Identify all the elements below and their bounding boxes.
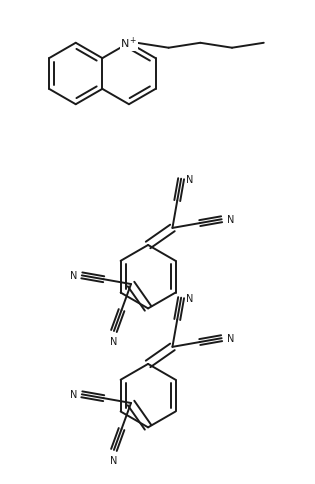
Text: N$^+$: N$^+$: [120, 36, 138, 51]
Text: N: N: [226, 215, 234, 225]
Text: N: N: [186, 174, 193, 184]
Text: N: N: [70, 271, 77, 281]
Text: N: N: [186, 293, 193, 303]
Text: N: N: [226, 333, 234, 344]
Text: N: N: [110, 455, 117, 465]
Text: N: N: [110, 336, 117, 346]
Text: N: N: [70, 390, 77, 399]
